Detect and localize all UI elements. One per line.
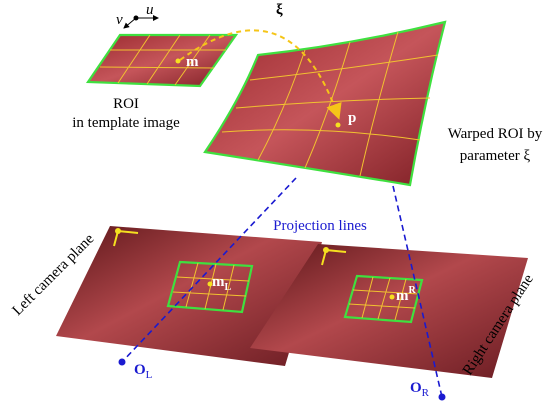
warped-caption: parameter ξ (460, 148, 531, 164)
template-caption: ROI (113, 96, 139, 112)
template-point: m (186, 54, 199, 70)
left-origin: OL (134, 362, 153, 381)
left-point: mL (212, 274, 232, 293)
warped-caption: Warped ROI by (448, 126, 543, 142)
left-origin-sub: L (146, 369, 153, 381)
warp-symbol: ξ (276, 2, 283, 18)
right-origin-dot (438, 393, 446, 401)
right-origin: OR (410, 380, 430, 399)
projection-line (121, 177, 297, 363)
right-point: mR (396, 285, 417, 304)
template-caption: in template image (72, 115, 180, 131)
uv-axes: u v (116, 2, 159, 29)
right-origin-sub: R (422, 387, 430, 399)
warped-roi: p (203, 20, 447, 187)
left-origin-letter: O (134, 362, 146, 378)
axis-u: u (146, 2, 154, 18)
right-point-sup: R (409, 285, 417, 296)
left-origin-dot (118, 358, 126, 366)
left-point-sub: L (225, 282, 232, 293)
warped-point: p (348, 110, 356, 126)
template-roi: m (85, 33, 239, 88)
warp-arrow (179, 29, 342, 120)
projection-line (392, 185, 443, 398)
axis-v: v (116, 12, 123, 28)
right-camera-plane: mR (250, 244, 528, 378)
left-point-letter: m (212, 274, 225, 290)
projection-label: Projection lines (273, 218, 367, 234)
left-camera-plane: mL (56, 226, 322, 366)
right-origin-letter: O (410, 380, 422, 396)
right-point-letter: m (396, 288, 409, 304)
